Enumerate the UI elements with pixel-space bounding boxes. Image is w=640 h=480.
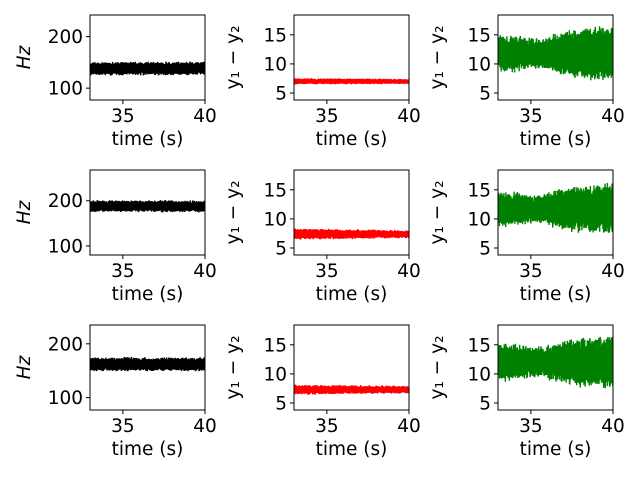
series-line-0 bbox=[90, 357, 205, 372]
y-tick-label: 10 bbox=[263, 364, 287, 385]
y-tick-label: 10 bbox=[467, 54, 491, 75]
x-tick-label: 40 bbox=[601, 261, 625, 282]
x-tick-label: 35 bbox=[111, 416, 135, 437]
y-tick-label: 200 bbox=[48, 334, 83, 355]
x-tick-label: 35 bbox=[111, 261, 135, 282]
y-axis-label: Hz bbox=[14, 354, 35, 379]
subplot-r2-c0: 35 40 100 200 time (s) Hz bbox=[14, 324, 217, 460]
subplot-r2-c1: 35 40 5 10 15 time (s) y₁ − y₂ bbox=[223, 324, 421, 460]
x-tick-label: 35 bbox=[519, 106, 543, 127]
series-line-0 bbox=[90, 200, 205, 213]
y-tick-label: 100 bbox=[48, 79, 83, 100]
x-tick-label: 35 bbox=[519, 416, 543, 437]
y-tick-label: 15 bbox=[467, 335, 491, 356]
subplot-r1-c1: 35 40 5 10 15 time (s) y₁ − y₂ bbox=[223, 169, 421, 305]
x-axis-label: time (s) bbox=[316, 129, 388, 150]
y-axis-label: Hz bbox=[14, 199, 35, 224]
series-line-0 bbox=[498, 182, 613, 233]
x-tick-label: 40 bbox=[601, 106, 625, 127]
x-tick-label: 40 bbox=[193, 416, 217, 437]
x-tick-label: 40 bbox=[601, 416, 625, 437]
x-tick-label: 40 bbox=[397, 106, 421, 127]
series-line-0 bbox=[90, 61, 205, 76]
x-tick-label: 40 bbox=[397, 416, 421, 437]
x-axis-label: time (s) bbox=[316, 439, 388, 460]
y-tick-label: 10 bbox=[263, 209, 287, 230]
subplot-r2-c2: 35 40 5 10 15 time (s) y₁ − y₂ bbox=[427, 324, 625, 460]
subplot-r1-c0: 35 40 100 200 time (s) Hz bbox=[14, 169, 217, 305]
x-axis-label: time (s) bbox=[316, 284, 388, 305]
axes-frame bbox=[293, 169, 410, 256]
y-tick-label: 5 bbox=[479, 239, 491, 260]
y-tick-label: 15 bbox=[263, 335, 287, 356]
axes-frame bbox=[497, 324, 614, 411]
axes-frame bbox=[89, 324, 206, 411]
x-tick-label: 40 bbox=[397, 261, 421, 282]
y-tick-label: 15 bbox=[263, 25, 287, 46]
series-line-0 bbox=[294, 78, 409, 85]
y-tick-label: 200 bbox=[48, 191, 83, 212]
y-tick-label: 200 bbox=[48, 27, 83, 48]
y-axis-label: y₁ − y₂ bbox=[223, 26, 244, 90]
series-line-0 bbox=[294, 384, 409, 395]
x-tick-label: 35 bbox=[111, 106, 135, 127]
y-tick-label: 15 bbox=[467, 25, 491, 46]
subplot-r0-c0: 35 40 100 200 time (s) Hz bbox=[14, 14, 217, 150]
axes-frame bbox=[89, 169, 206, 256]
x-tick-label: 35 bbox=[315, 261, 339, 282]
y-tick-label: 15 bbox=[467, 180, 491, 201]
y-axis-label: y₁ − y₂ bbox=[223, 181, 244, 245]
x-axis-label: time (s) bbox=[112, 284, 184, 305]
y-tick-label: 10 bbox=[467, 364, 491, 385]
axes-frame bbox=[497, 169, 614, 256]
axes-frame bbox=[293, 14, 410, 101]
y-axis-label: y₁ − y₂ bbox=[427, 26, 448, 90]
x-tick-label: 40 bbox=[193, 106, 217, 127]
y-tick-label: 100 bbox=[48, 388, 83, 409]
subplot-r0-c1: 35 40 5 10 15 time (s) y₁ − y₂ bbox=[223, 14, 421, 150]
subplot-r1-c2: 35 40 5 10 15 time (s) y₁ − y₂ bbox=[427, 169, 625, 305]
x-axis-label: time (s) bbox=[520, 284, 592, 305]
x-axis-label: time (s) bbox=[520, 129, 592, 150]
y-axis-label: y₁ − y₂ bbox=[427, 181, 448, 245]
x-axis-label: time (s) bbox=[112, 129, 184, 150]
series-line-0 bbox=[294, 228, 409, 240]
x-tick-label: 35 bbox=[315, 106, 339, 127]
y-axis-label: y₁ − y₂ bbox=[223, 336, 244, 400]
y-tick-label: 15 bbox=[263, 180, 287, 201]
y-tick-label: 5 bbox=[479, 84, 491, 105]
x-tick-label: 35 bbox=[315, 416, 339, 437]
y-tick-label: 5 bbox=[275, 394, 287, 415]
x-tick-label: 35 bbox=[519, 261, 543, 282]
subplot-r0-c2: 35 40 5 10 15 time (s) y₁ − y₂ bbox=[427, 14, 625, 150]
axes-frame bbox=[497, 14, 614, 101]
series-line-0 bbox=[498, 336, 613, 389]
y-axis-label: y₁ − y₂ bbox=[427, 336, 448, 400]
y-tick-label: 100 bbox=[48, 236, 83, 257]
series-line-0 bbox=[498, 26, 613, 81]
axes-frame bbox=[293, 324, 410, 411]
y-tick-label: 5 bbox=[275, 84, 287, 105]
x-axis-label: time (s) bbox=[520, 439, 592, 460]
y-tick-label: 5 bbox=[275, 239, 287, 260]
x-tick-label: 40 bbox=[193, 261, 217, 282]
y-tick-label: 10 bbox=[467, 209, 491, 230]
y-tick-label: 10 bbox=[263, 54, 287, 75]
x-axis-label: time (s) bbox=[112, 439, 184, 460]
axes-frame bbox=[89, 14, 206, 101]
y-axis-label: Hz bbox=[14, 44, 35, 69]
y-tick-label: 5 bbox=[479, 394, 491, 415]
